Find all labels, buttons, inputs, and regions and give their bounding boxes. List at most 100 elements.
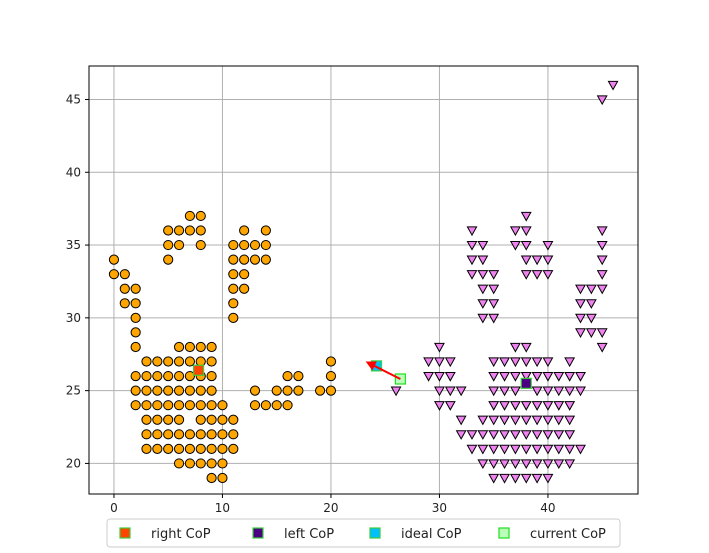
right-foot-point (173, 356, 185, 367)
left-foot-point (520, 430, 532, 440)
right-foot-point (173, 239, 185, 251)
left-foot-point (585, 299, 597, 309)
x-tick-label: 20 (323, 501, 338, 515)
right-foot-point (239, 225, 250, 236)
right-foot-point (228, 239, 239, 251)
right-foot-point (184, 385, 196, 396)
right-foot-point (271, 400, 282, 411)
left-foot-point (564, 430, 576, 440)
right-foot-point (206, 443, 217, 454)
data-points (108, 80, 619, 484)
right-foot-point (152, 370, 163, 382)
legend-box (106, 518, 621, 548)
right-foot-point (325, 356, 337, 367)
left-foot-point (390, 386, 402, 397)
left-foot-point (423, 357, 435, 368)
left-foot-point (520, 371, 532, 382)
left-foot-point (575, 299, 586, 309)
left-foot-point (499, 415, 511, 426)
x-tick-label: 0 (110, 501, 118, 515)
left-foot-point (477, 255, 489, 266)
left-foot-point (509, 473, 521, 484)
left-foot-point (499, 386, 511, 397)
y-tick-label: 20 (66, 456, 81, 470)
right-foot-point (228, 298, 239, 309)
left-foot-point (564, 401, 576, 411)
left-foot-point (455, 415, 467, 426)
left-legend-label: left CoP (284, 527, 334, 542)
left-cop-marker (520, 377, 532, 389)
left-foot-point (520, 226, 532, 237)
right-foot-point (163, 254, 174, 265)
left-foot-point (575, 313, 586, 324)
left-foot-point (466, 226, 478, 237)
right-foot-point (260, 225, 271, 236)
left-foot-point (542, 444, 554, 455)
right-cop-marker (192, 364, 205, 376)
left-foot-point (564, 415, 576, 426)
axis-ticks: 0 10 20 30 40 20 25 30 35 40 45 (66, 92, 556, 515)
left-foot-point (477, 444, 489, 455)
left-foot-point (596, 95, 608, 106)
left-foot-point (455, 430, 467, 440)
right-foot-point (206, 370, 217, 382)
left-foot-point (488, 401, 500, 411)
left-foot-point (520, 415, 532, 426)
right-foot-point (119, 298, 130, 309)
right-legend-label: right CoP (151, 527, 211, 542)
left-foot-point (542, 473, 554, 484)
cop-direction-arrow (371, 363, 401, 380)
right-legend-swatch (119, 527, 131, 539)
right-foot-point (195, 443, 206, 454)
left-foot-point (531, 473, 543, 484)
right-foot-point (217, 472, 228, 484)
left-foot-point (433, 357, 445, 368)
left-foot-point (575, 444, 586, 455)
left-foot-point (423, 371, 435, 382)
right-foot-point (195, 414, 206, 425)
left-foot-point (520, 357, 532, 368)
right-foot-point (173, 414, 185, 425)
right-foot-point (293, 385, 304, 396)
y-tick-label: 40 (66, 165, 81, 179)
left-foot-point (596, 226, 608, 237)
left-foot-point (477, 430, 489, 440)
right-foot-point (206, 385, 217, 396)
right-foot-point (228, 269, 239, 280)
right-foot-point (173, 400, 185, 411)
left-foot-point (520, 255, 532, 266)
left-foot-point (596, 255, 608, 266)
x-tick-label: 10 (215, 501, 230, 515)
left-foot-point (509, 459, 521, 470)
left-foot-point (575, 371, 586, 382)
left-foot-point (553, 459, 565, 470)
right-foot-point (206, 429, 217, 440)
left-foot-point (488, 284, 500, 295)
right-foot-point (217, 414, 228, 425)
right-foot-point (163, 429, 174, 440)
right-foot-point (195, 239, 206, 251)
right-foot-point (173, 341, 185, 353)
left-foot-point (488, 459, 500, 470)
right-foot-point (119, 269, 130, 280)
right-foot-point (173, 225, 185, 236)
right-foot-point (163, 400, 174, 411)
left-foot-point (553, 444, 565, 455)
plot-frame (88, 65, 639, 495)
left-foot-point (575, 386, 586, 397)
left-foot-point (444, 386, 456, 397)
right-foot-point (184, 458, 196, 469)
left-foot-point (531, 371, 543, 382)
x-tick-label: 40 (540, 501, 555, 515)
left-foot-point (531, 386, 543, 397)
cop-arrow-head (365, 361, 377, 371)
left-foot-point (564, 371, 576, 382)
right-foot-point (163, 225, 174, 236)
right-foot-point (184, 356, 196, 367)
left-foot-point (488, 313, 500, 324)
left-foot-point (542, 240, 554, 251)
right-foot-point (271, 385, 282, 396)
right-foot-point (152, 429, 163, 440)
right-foot-point (195, 385, 206, 396)
left-foot-point (466, 430, 478, 440)
